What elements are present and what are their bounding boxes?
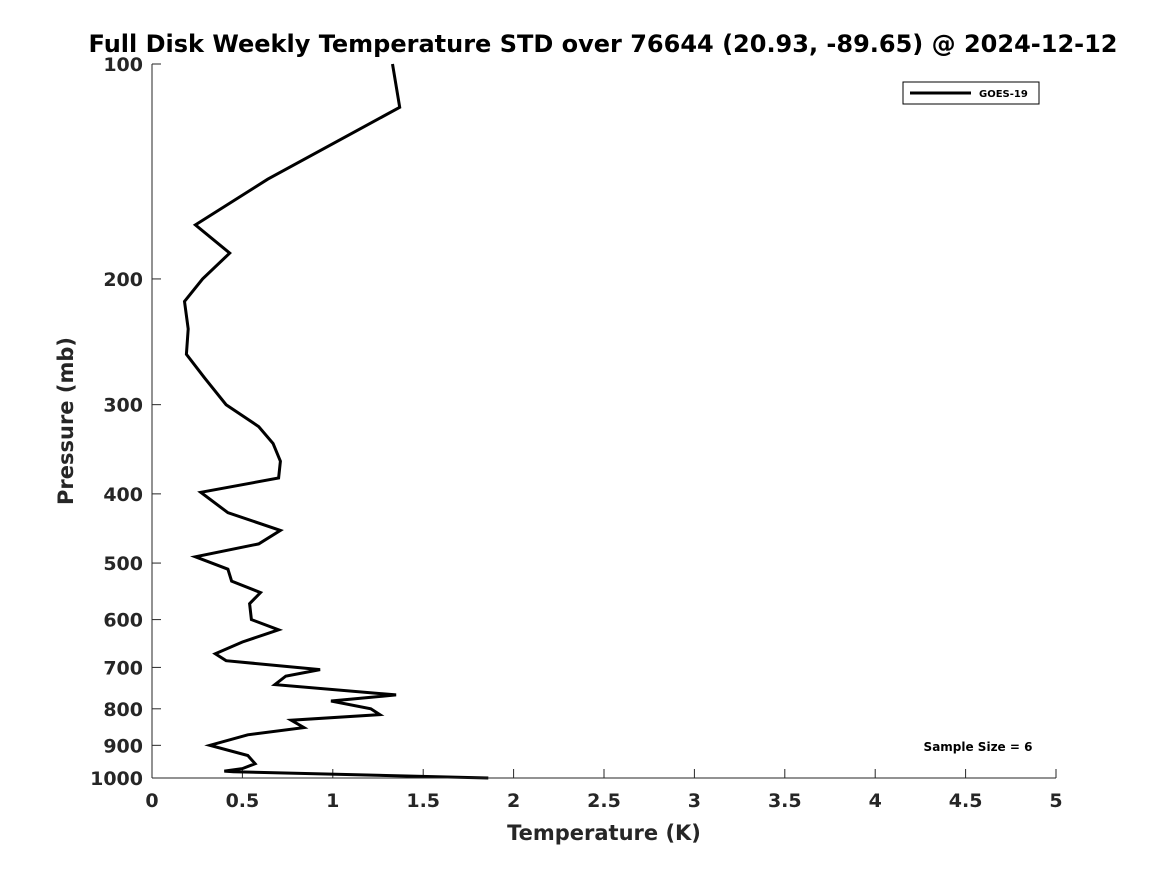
y-tick-label: 100 xyxy=(103,54,143,76)
y-axis-label: Pressure (mb) xyxy=(54,337,78,505)
x-tick-label: 1.5 xyxy=(406,790,440,812)
axis-ticks: 0 0.5 1 1.5 2 2.5 3 3.5 4 4.5 5 100 200 300 400 500 600 7… xyxy=(90,54,1063,812)
series-line-goes-19 xyxy=(182,63,489,780)
x-tick-label: 2.5 xyxy=(587,790,621,812)
legend: GOES-19 xyxy=(902,81,1040,105)
legend-label-goes-19: GOES-19 xyxy=(979,89,1028,100)
chart-title: Full Disk Weekly Temperature STD over 76… xyxy=(89,30,1118,58)
x-tick-label: 0.5 xyxy=(226,790,260,812)
y-tick-label: 700 xyxy=(103,657,143,679)
y-tick-label: 600 xyxy=(103,610,143,632)
y-tick-label: 1000 xyxy=(90,768,143,790)
y-tick-label: 400 xyxy=(103,484,143,506)
y-tick-label: 500 xyxy=(103,553,143,575)
y-tick-label: 800 xyxy=(103,699,143,721)
y-tick-label: 900 xyxy=(103,735,143,757)
x-tick-label: 4 xyxy=(869,790,882,812)
x-tick-label: 1 xyxy=(326,790,339,812)
plot-area xyxy=(152,64,1056,778)
x-tick-label: 2 xyxy=(507,790,520,812)
sample-size-annotation: Sample Size = 6 xyxy=(924,740,1033,754)
y-tick-label: 300 xyxy=(103,395,143,417)
x-tick-label: 3 xyxy=(688,790,701,812)
x-tick-label: 0 xyxy=(145,790,158,812)
x-axis-label: Temperature (K) xyxy=(507,821,701,845)
y-tick-label: 200 xyxy=(103,269,143,291)
x-tick-label: 5 xyxy=(1049,790,1062,812)
x-tick-label: 4.5 xyxy=(949,790,983,812)
x-tick-label: 3.5 xyxy=(768,790,802,812)
